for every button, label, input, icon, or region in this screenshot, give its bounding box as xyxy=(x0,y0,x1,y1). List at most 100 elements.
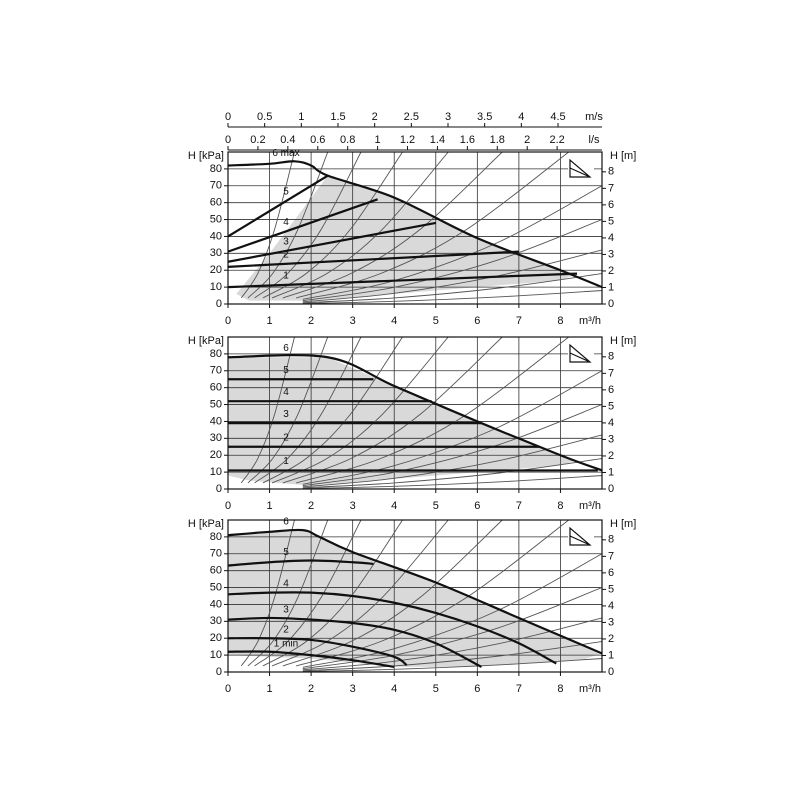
x2-axis-label: m/s xyxy=(585,111,603,123)
system-curve xyxy=(262,337,403,484)
x2-tick-label: 3.5 xyxy=(477,111,492,123)
x-tick-label: 1 xyxy=(266,683,272,695)
x-tick-label: 4 xyxy=(391,500,397,512)
x3-tick-label: 1 xyxy=(375,134,381,146)
y-tick-label: 30 xyxy=(210,615,222,627)
x3-axis-label: l/s xyxy=(589,134,601,146)
pump-curve xyxy=(228,591,557,665)
x-tick-label: 5 xyxy=(433,683,439,695)
system-curve xyxy=(302,249,602,303)
y-axis-label: H [kPa] xyxy=(188,150,224,162)
x2-tick-label: 3 xyxy=(445,111,451,123)
y-tick-label: 0 xyxy=(216,666,222,678)
x3-tick-label: 1.2 xyxy=(400,134,415,146)
y-tick-label: 50 xyxy=(210,213,222,225)
pump-curve xyxy=(228,221,436,263)
x3-tick-label: 1.4 xyxy=(430,134,445,146)
y-tick-label: 70 xyxy=(210,180,222,192)
x2-tick-label: 4.5 xyxy=(550,111,565,123)
x3-tick-label: 0.2 xyxy=(250,134,265,146)
y-tick-label: 40 xyxy=(210,598,222,610)
system-curve xyxy=(302,404,602,487)
plot-area xyxy=(228,520,602,672)
x3-tick-label: 2 xyxy=(524,134,530,146)
y2-tick-label: 8 xyxy=(608,166,614,178)
pump-curve xyxy=(228,174,329,238)
mode-icon xyxy=(569,158,592,178)
x-tick-label: 3 xyxy=(350,315,356,327)
x-tick-label: 3 xyxy=(350,683,356,695)
curve-label: 1 xyxy=(283,456,289,467)
y2-tick-label: 3 xyxy=(608,616,614,628)
plot-frame xyxy=(227,519,603,673)
curve-label: 5 xyxy=(283,547,289,558)
y2-tick-label: 3 xyxy=(608,248,614,260)
y2-tick-label: 1 xyxy=(608,281,614,293)
y2-tick-label: 2 xyxy=(608,265,614,277)
y2-tick-label: 5 xyxy=(608,400,614,412)
plot-frame xyxy=(227,336,603,490)
curve-label: 4 xyxy=(283,217,289,228)
y-tick-label: 10 xyxy=(210,466,222,478)
system-curve xyxy=(240,152,295,299)
y-tick-label: 30 xyxy=(210,247,222,259)
system-curve xyxy=(302,587,602,670)
system-curve xyxy=(302,641,602,672)
system-curve xyxy=(282,337,503,484)
curve-label: 2 xyxy=(283,625,289,636)
y2-tick-label: 8 xyxy=(608,351,614,363)
pump-curve xyxy=(228,650,395,669)
system-curve xyxy=(302,617,602,671)
y-tick-label: 80 xyxy=(210,531,222,543)
y2-tick-label: 4 xyxy=(608,417,614,429)
x-tick-label: 0 xyxy=(225,683,231,695)
pump-curve xyxy=(228,559,374,567)
x2-tick-label: 1.5 xyxy=(330,111,345,123)
system-curve xyxy=(271,152,449,299)
y2-axis-label: H [m] xyxy=(610,518,636,530)
system-curve xyxy=(302,658,602,672)
x-tick-label: 0 xyxy=(225,500,231,512)
curve-label: 4 xyxy=(283,387,289,398)
curve-label: 2 xyxy=(283,432,289,443)
pump-curve xyxy=(228,272,578,289)
x-tick-label: 8 xyxy=(557,500,563,512)
system-curve xyxy=(262,520,403,667)
curve-label: 5 xyxy=(283,365,289,376)
y2-tick-label: 2 xyxy=(608,450,614,462)
mode-icon xyxy=(569,526,592,546)
y-tick-label: 30 xyxy=(210,432,222,444)
y-tick-label: 60 xyxy=(210,382,222,394)
pump-curve xyxy=(228,160,602,289)
x-tick-label: 2 xyxy=(308,315,314,327)
y2-tick-label: 7 xyxy=(608,550,614,562)
y-tick-label: 80 xyxy=(210,163,222,175)
x-tick-label: 8 xyxy=(557,315,563,327)
y2-tick-label: 6 xyxy=(608,384,614,396)
mode-icon xyxy=(569,343,592,363)
pump-curve xyxy=(228,250,519,268)
curve-label: 5 xyxy=(283,187,289,198)
system-curve xyxy=(302,185,602,300)
plot-area xyxy=(228,337,602,489)
y-tick-label: 80 xyxy=(210,348,222,360)
y-tick-label: 70 xyxy=(210,548,222,560)
y-tick-label: 20 xyxy=(210,632,222,644)
pump-curve xyxy=(228,198,378,253)
pump-curve xyxy=(228,528,602,655)
operating-area xyxy=(228,530,602,667)
x3-tick-label: 2.2 xyxy=(549,134,564,146)
y2-tick-label: 4 xyxy=(608,232,614,244)
x3-tick-label: 1.6 xyxy=(460,134,475,146)
system-curve xyxy=(247,520,329,667)
y2-tick-label: 7 xyxy=(608,182,614,194)
x2-tick-label: 1 xyxy=(298,111,304,123)
x-tick-label: 5 xyxy=(433,315,439,327)
x-tick-label: 2 xyxy=(308,500,314,512)
x-tick-label: 5 xyxy=(433,500,439,512)
x2-tick-label: 2.5 xyxy=(404,111,419,123)
x-tick-label: 7 xyxy=(516,500,522,512)
y2-tick-label: 1 xyxy=(608,466,614,478)
y2-tick-label: 6 xyxy=(608,199,614,211)
y-tick-label: 40 xyxy=(210,415,222,427)
